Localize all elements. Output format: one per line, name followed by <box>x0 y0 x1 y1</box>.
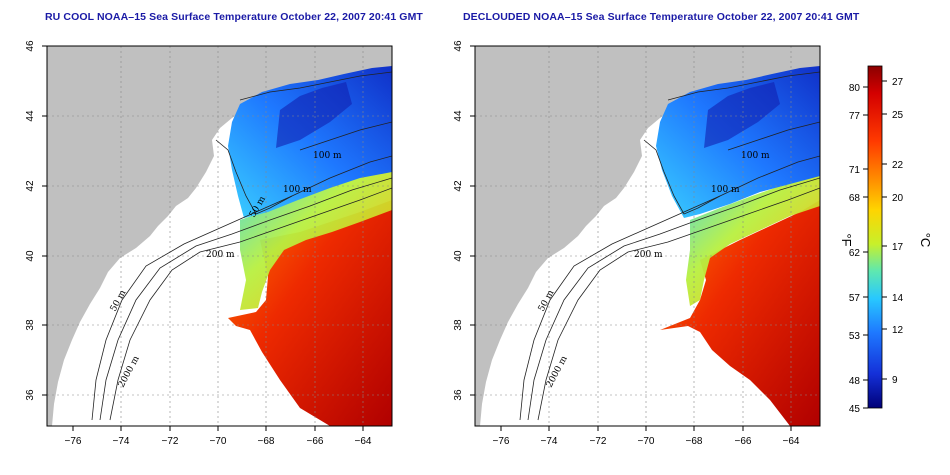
colorbar-c-22: 22 <box>892 160 904 171</box>
left-x-tick-74: −74 <box>113 436 130 447</box>
right-x-tick-74: −74 <box>541 436 558 447</box>
colorbar-f-71: 71 <box>849 165 861 176</box>
colorbar-c-17: 17 <box>892 242 904 253</box>
left-grid <box>47 46 392 426</box>
right-grid <box>475 46 820 426</box>
right-x-tick-64: −64 <box>783 436 800 447</box>
right-contour-label-100m-a: 100 m <box>741 151 770 161</box>
colorbar-celsius-unit: °C <box>918 233 933 248</box>
right-x-tick-66: −66 <box>735 436 752 447</box>
left-x-tick-76: −76 <box>65 436 82 447</box>
right-contour-label-200m: 200 m <box>634 250 663 260</box>
temperature-colorbar: 80 77 71 68 62 57 53 48 45 27 25 22 20 1… <box>839 65 933 415</box>
right-panel-title: DECLOUDED NOAA–15 Sea Surface Temperatur… <box>463 11 860 23</box>
colorbar-gradient <box>867 65 883 409</box>
right-warm-water <box>660 200 820 426</box>
colorbar-f-62: 62 <box>849 248 861 259</box>
right-y-tick-42: 42 <box>453 180 464 192</box>
right-contour-label-100m-b: 100 m <box>711 185 740 195</box>
left-x-tick-70: −70 <box>210 436 227 447</box>
colorbar-f-80: 80 <box>849 83 861 94</box>
right-y-tick-44: 44 <box>453 110 464 122</box>
right-x-tick-70: −70 <box>638 436 655 447</box>
left-x-tick-72: −72 <box>162 436 179 447</box>
colorbar-c-27: 27 <box>892 77 904 88</box>
colorbar-c-12: 12 <box>892 325 904 336</box>
right-land-mass <box>475 46 820 426</box>
left-x-tick-64: −64 <box>355 436 372 447</box>
left-contour-label-100m-b: 100 m <box>283 185 312 195</box>
colorbar-fahrenheit-unit: °F <box>839 233 854 246</box>
colorbar-f-57: 57 <box>849 293 861 304</box>
right-y-tick-38: 38 <box>453 319 464 331</box>
colorbar-ticks <box>863 80 887 409</box>
right-x-tick-76: −76 <box>493 436 510 447</box>
colorbar-c-9: 9 <box>892 375 898 386</box>
colorbar-f-53: 53 <box>849 331 861 342</box>
right-map-frame <box>474 45 821 427</box>
colorbar-c-14: 14 <box>892 293 904 304</box>
colorbar-c-25: 25 <box>892 110 904 121</box>
left-x-tick-66: −66 <box>307 436 324 447</box>
left-y-tick-36: 36 <box>25 389 36 401</box>
right-y-tick-40: 40 <box>453 250 464 262</box>
left-sst-map: 100 m 100 m 50 m 200 m 50 m 2000 m −76 −… <box>25 40 393 447</box>
left-y-tick-44: 44 <box>25 110 36 122</box>
right-axis-ticks <box>470 45 792 431</box>
left-depth-contours <box>91 71 392 421</box>
colorbar-f-68: 68 <box>849 193 861 204</box>
right-sst-map: 100 m 100 m 200 m 50 m 2000 m −76 −74 −7… <box>453 40 821 447</box>
colorbar-f-77: 77 <box>849 111 861 122</box>
left-panel-title: RU COOL NOAA–15 Sea Surface Temperature … <box>45 11 423 23</box>
left-y-tick-38: 38 <box>25 319 36 331</box>
right-x-tick-72: −72 <box>590 436 607 447</box>
left-y-tick-40: 40 <box>25 250 36 262</box>
right-x-tick-68: −68 <box>686 436 703 447</box>
colorbar-c-20: 20 <box>892 193 904 204</box>
left-gulf-of-maine <box>276 82 352 148</box>
right-depth-contours <box>519 71 820 421</box>
colorbar-f-48: 48 <box>849 376 861 387</box>
left-contour-label-100m-a: 100 m <box>313 151 342 161</box>
left-axis-ticks <box>42 45 364 431</box>
left-x-tick-68: −68 <box>258 436 275 447</box>
left-transition-water <box>240 170 392 310</box>
left-y-tick-46: 46 <box>25 40 36 52</box>
colorbar-f-45: 45 <box>849 404 861 415</box>
right-y-tick-46: 46 <box>453 40 464 52</box>
right-transition-water <box>686 174 820 306</box>
left-map-frame <box>46 45 393 427</box>
right-y-tick-36: 36 <box>453 389 464 401</box>
right-gulf-of-maine <box>704 82 780 148</box>
left-land-mass <box>47 46 392 426</box>
left-contour-label-200m: 200 m <box>206 250 235 260</box>
left-y-tick-42: 42 <box>25 180 36 192</box>
